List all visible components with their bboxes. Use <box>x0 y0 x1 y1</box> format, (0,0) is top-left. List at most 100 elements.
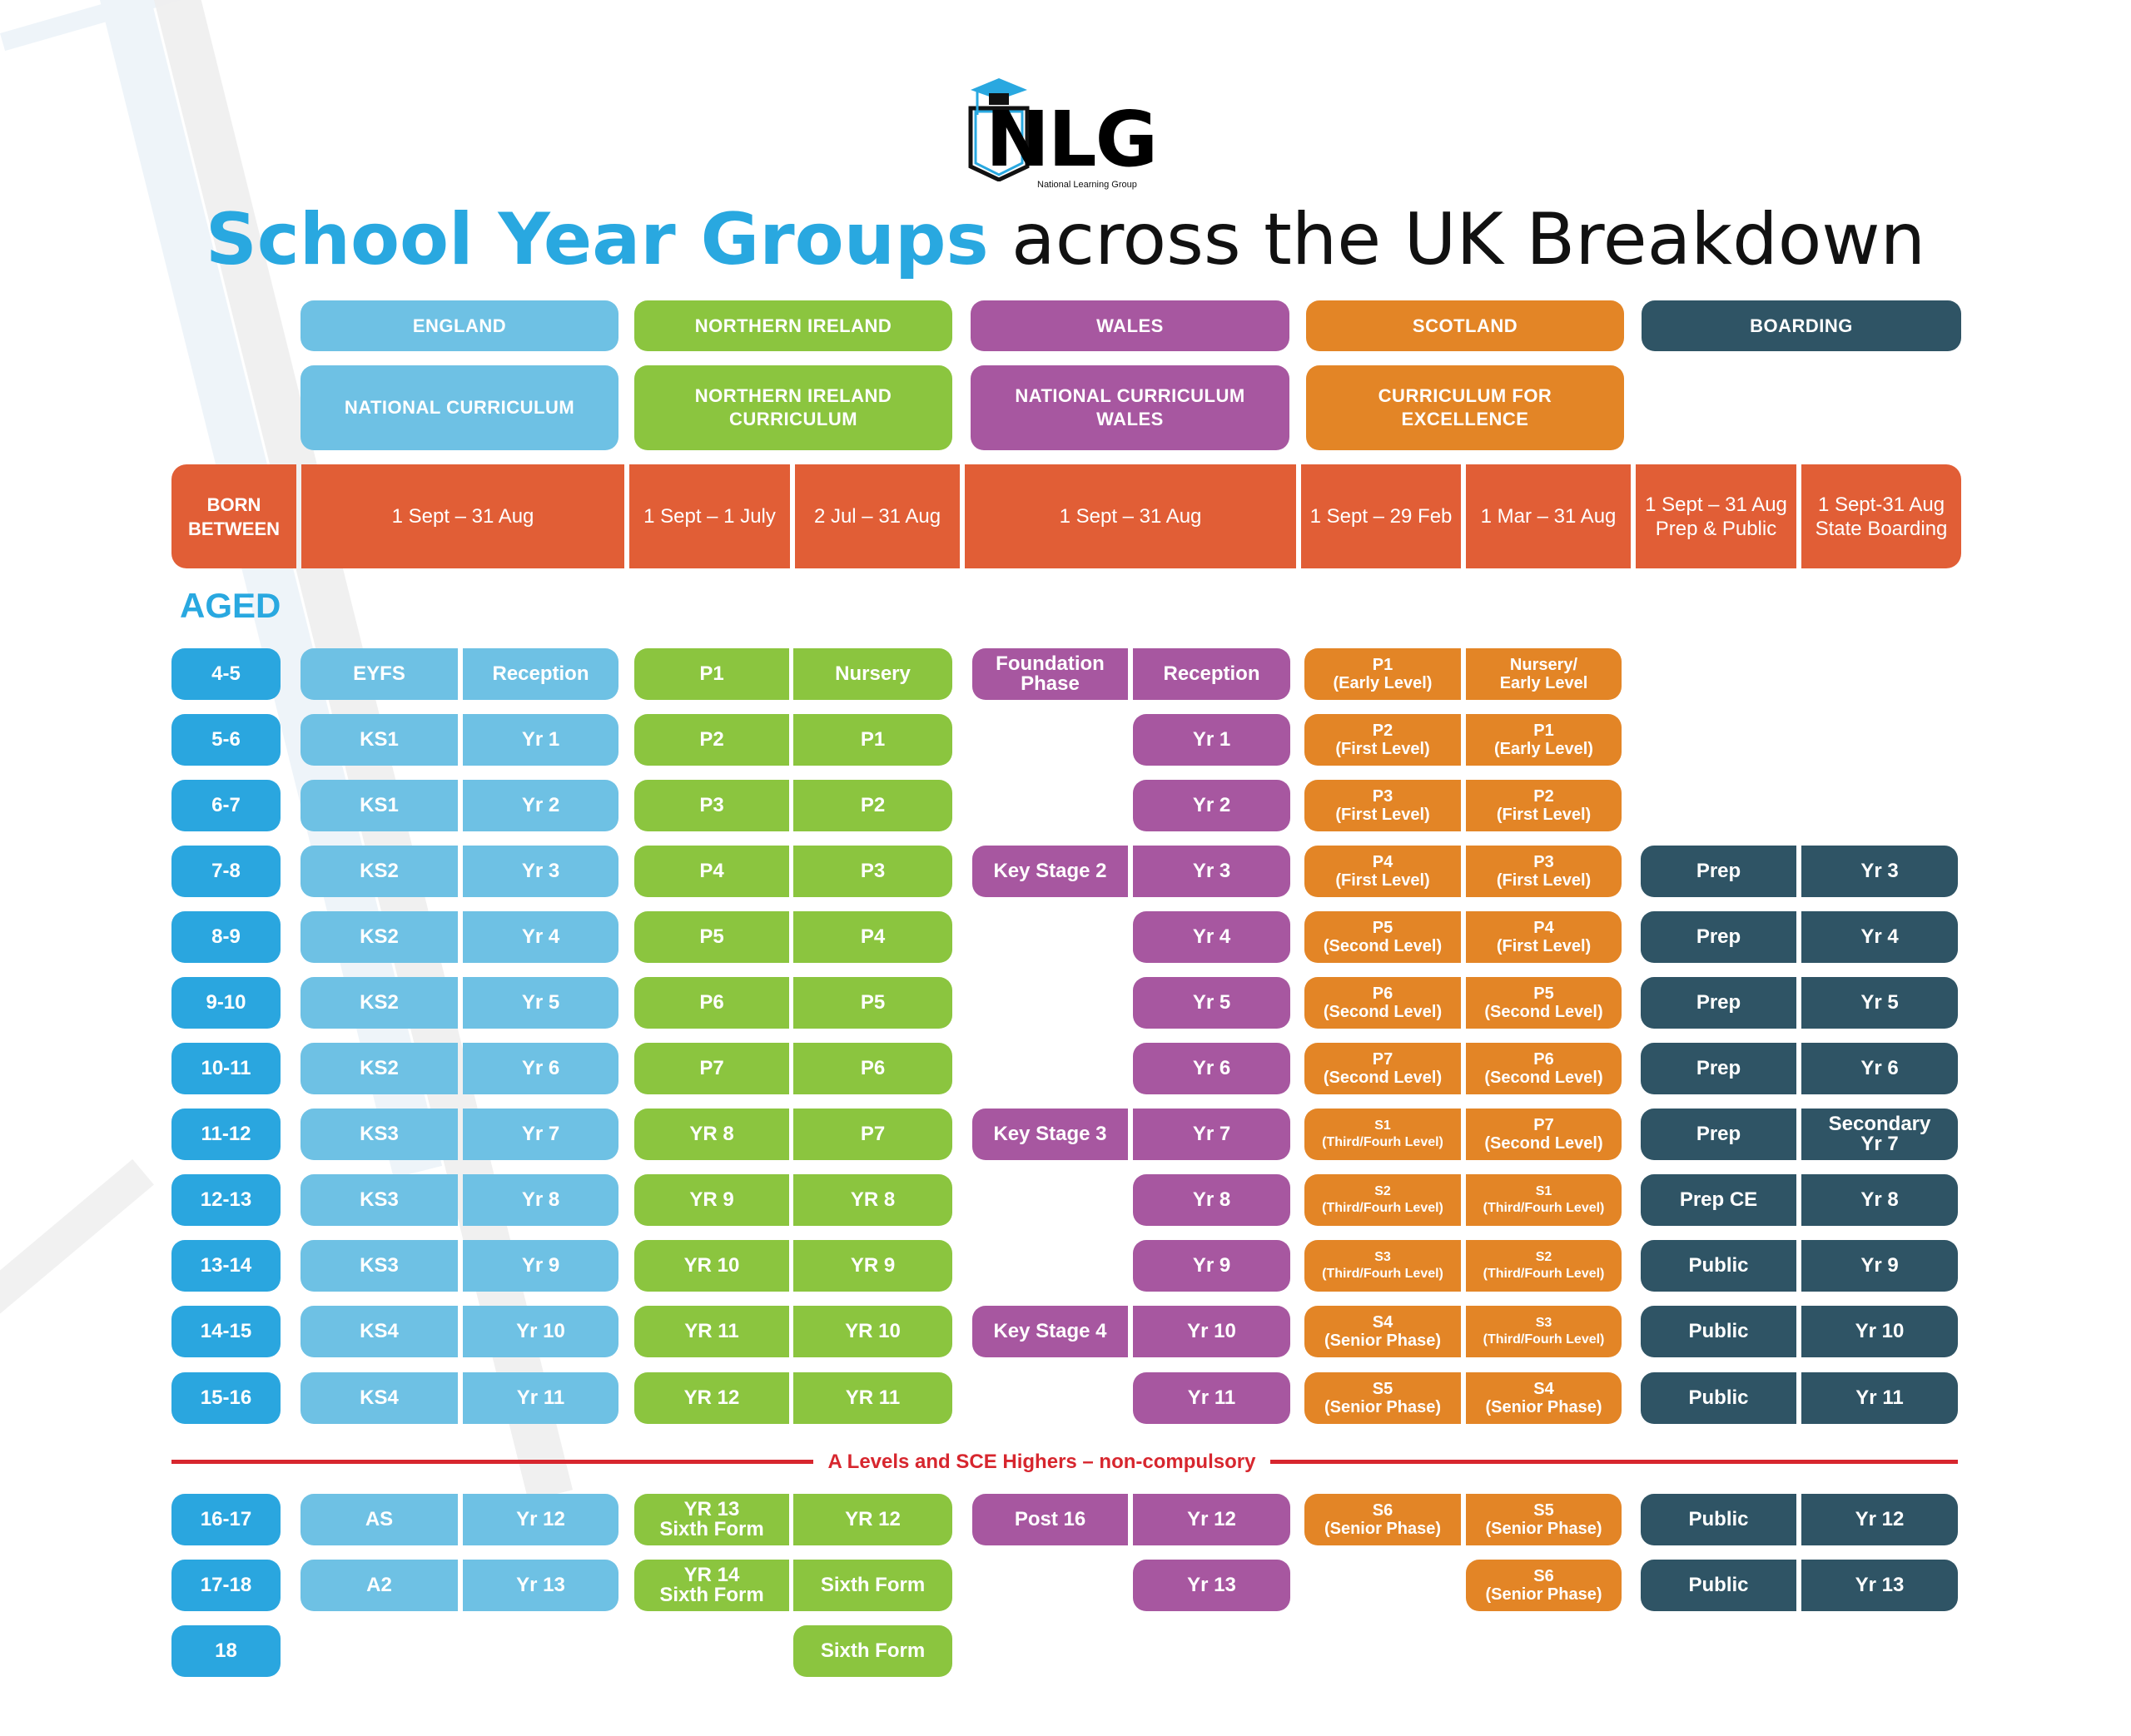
ni-year-cell: P3 <box>793 846 952 897</box>
ni-year-cell: YR 11 <box>793 1372 952 1424</box>
brd-year-cell: Prep <box>1641 911 1796 963</box>
wal-year-cell: Yr 7 <box>1133 1109 1290 1160</box>
ni-year-cell: P7 <box>634 1043 789 1094</box>
ni-year-cell: YR 10 <box>634 1240 789 1292</box>
eng-year-cell: A2 <box>301 1560 458 1611</box>
ni-year-cell: P5 <box>634 911 789 963</box>
wal-year-cell: Yr 5 <box>1133 977 1290 1029</box>
wal-year-cell: Yr 9 <box>1133 1240 1290 1292</box>
ni-year-cell: P6 <box>634 977 789 1029</box>
sco-year-cell: Nursery/ Early Level <box>1466 648 1622 700</box>
brd-year-cell: Public <box>1641 1240 1796 1292</box>
ni-year-cell: P1 <box>793 714 952 766</box>
brd-year-cell: Yr 10 <box>1801 1306 1958 1357</box>
eng-year-cell: KS1 <box>301 780 458 831</box>
curriculum-scotland: CURRICULUM FOR EXCELLENCE <box>1306 365 1624 450</box>
age-range-badge: 17-18 <box>171 1560 281 1611</box>
age-range-badge: 4-5 <box>171 648 281 700</box>
sco-year-cell: P7 (Second Level) <box>1466 1109 1622 1160</box>
wal-year-cell: Yr 12 <box>1133 1494 1290 1545</box>
wal-year-cell: Yr 8 <box>1133 1174 1290 1226</box>
eng-year-cell: Yr 6 <box>463 1043 618 1094</box>
brd-year-cell: Yr 3 <box>1801 846 1958 897</box>
sco-year-cell: P3 (First Level) <box>1304 780 1461 831</box>
age-range-badge: 6-7 <box>171 780 281 831</box>
sco-year-cell: S4 (Senior Phase) <box>1466 1372 1622 1424</box>
region-wales: WALES <box>971 300 1289 351</box>
ni-year-cell: P5 <box>793 977 952 1029</box>
brd-year-cell: Prep CE <box>1641 1174 1796 1226</box>
ni-year-cell: YR 8 <box>793 1174 952 1226</box>
brd-year-cell: Yr 8 <box>1801 1174 1958 1226</box>
eng-year-cell: KS1 <box>301 714 458 766</box>
eng-year-cell: Yr 11 <box>463 1372 618 1424</box>
ni-year-cell: P4 <box>634 846 789 897</box>
sco-year-cell: S4 (Senior Phase) <box>1304 1306 1461 1357</box>
sco-year-cell: P3 (First Level) <box>1466 846 1622 897</box>
sco-year-cell: S5 (Senior Phase) <box>1304 1372 1461 1424</box>
eng-year-cell: KS4 <box>301 1372 458 1424</box>
ni-year-cell: P2 <box>634 714 789 766</box>
eng-year-cell: Reception <box>463 648 618 700</box>
ni-year-cell: YR 11 <box>634 1306 789 1357</box>
logo-subtitle: National Learning Group <box>1037 180 1137 190</box>
ni-year-cell: P6 <box>793 1043 952 1094</box>
ni-year-cell: P2 <box>793 780 952 831</box>
brd-year-cell: Yr 4 <box>1801 911 1958 963</box>
sco-year-cell: P5 (Second Level) <box>1304 911 1461 963</box>
eng-year-cell: Yr 4 <box>463 911 618 963</box>
wal-year-cell: Yr 4 <box>1133 911 1290 963</box>
shield-graduation-cap-icon <box>968 78 1030 181</box>
sco-year-cell: S6 (Senior Phase) <box>1304 1494 1461 1545</box>
eng-year-cell: KS3 <box>301 1240 458 1292</box>
eng-year-cell: Yr 10 <box>463 1306 618 1357</box>
eng-year-cell: Yr 2 <box>463 780 618 831</box>
brd-year-cell: Public <box>1641 1306 1796 1357</box>
age-range-badge: 12-13 <box>171 1174 281 1226</box>
ni-year-cell: P4 <box>793 911 952 963</box>
age-range-badge: 15-16 <box>171 1372 281 1424</box>
sco-year-cell: S2 (Third/Fourh Level) <box>1466 1240 1622 1292</box>
ni-year-cell: YR 12 <box>793 1494 952 1545</box>
brd-year-cell: Yr 6 <box>1801 1043 1958 1094</box>
ni-year-cell: YR 10 <box>793 1306 952 1357</box>
brd-year-cell: Secondary Yr 7 <box>1801 1109 1958 1160</box>
age-range-badge: 9-10 <box>171 977 281 1029</box>
eng-year-cell: Yr 9 <box>463 1240 618 1292</box>
sco-year-cell: S1 (Third/Fourh Level) <box>1304 1109 1461 1160</box>
wal-year-cell: Post 16 <box>972 1494 1128 1545</box>
background-stripe <box>0 1158 154 1324</box>
eng-year-cell: Yr 1 <box>463 714 618 766</box>
brd-year-cell: Yr 13 <box>1801 1560 1958 1611</box>
age-range-badge: 18 <box>171 1625 281 1677</box>
ni-year-cell: YR 14 Sixth Form <box>634 1560 789 1611</box>
brd-year-cell: Public <box>1641 1494 1796 1545</box>
sco-year-cell: P4 (First Level) <box>1304 846 1461 897</box>
brd-year-cell: Public <box>1641 1372 1796 1424</box>
aged-label: AGED <box>180 586 281 625</box>
title-rest: across the UK Breakdown <box>988 198 1926 281</box>
sco-year-cell: S3 (Third/Fourh Level) <box>1466 1306 1622 1357</box>
divider-line-left <box>171 1460 813 1464</box>
sco-year-cell: P2 (First Level) <box>1304 714 1461 766</box>
age-range-badge: 14-15 <box>171 1306 281 1357</box>
sco-year-cell: S5 (Senior Phase) <box>1466 1494 1622 1545</box>
wal-year-cell: Yr 10 <box>1133 1306 1290 1357</box>
eng-year-cell: KS3 <box>301 1109 458 1160</box>
sco-year-cell: P2 (First Level) <box>1466 780 1622 831</box>
brd-year-cell: Yr 9 <box>1801 1240 1958 1292</box>
eng-year-cell: Yr 3 <box>463 846 618 897</box>
wal-year-cell: Yr 11 <box>1133 1372 1290 1424</box>
ni-year-cell: YR 8 <box>634 1109 789 1160</box>
born-range-ni-2: 2 Jul – 31 Aug <box>795 464 960 568</box>
eng-year-cell: KS3 <box>301 1174 458 1226</box>
eng-year-cell: KS2 <box>301 911 458 963</box>
wal-year-cell: Key Stage 3 <box>972 1109 1128 1160</box>
ni-year-cell: YR 9 <box>793 1240 952 1292</box>
wal-year-cell: Yr 1 <box>1133 714 1290 766</box>
region-boarding: BOARDING <box>1642 300 1961 351</box>
eng-year-cell: KS2 <box>301 977 458 1029</box>
born-range-boarding-state: 1 Sept-31 Aug State Boarding <box>1801 464 1961 568</box>
eng-year-cell: AS <box>301 1494 458 1545</box>
born-range-scotland-2: 1 Mar – 31 Aug <box>1466 464 1631 568</box>
